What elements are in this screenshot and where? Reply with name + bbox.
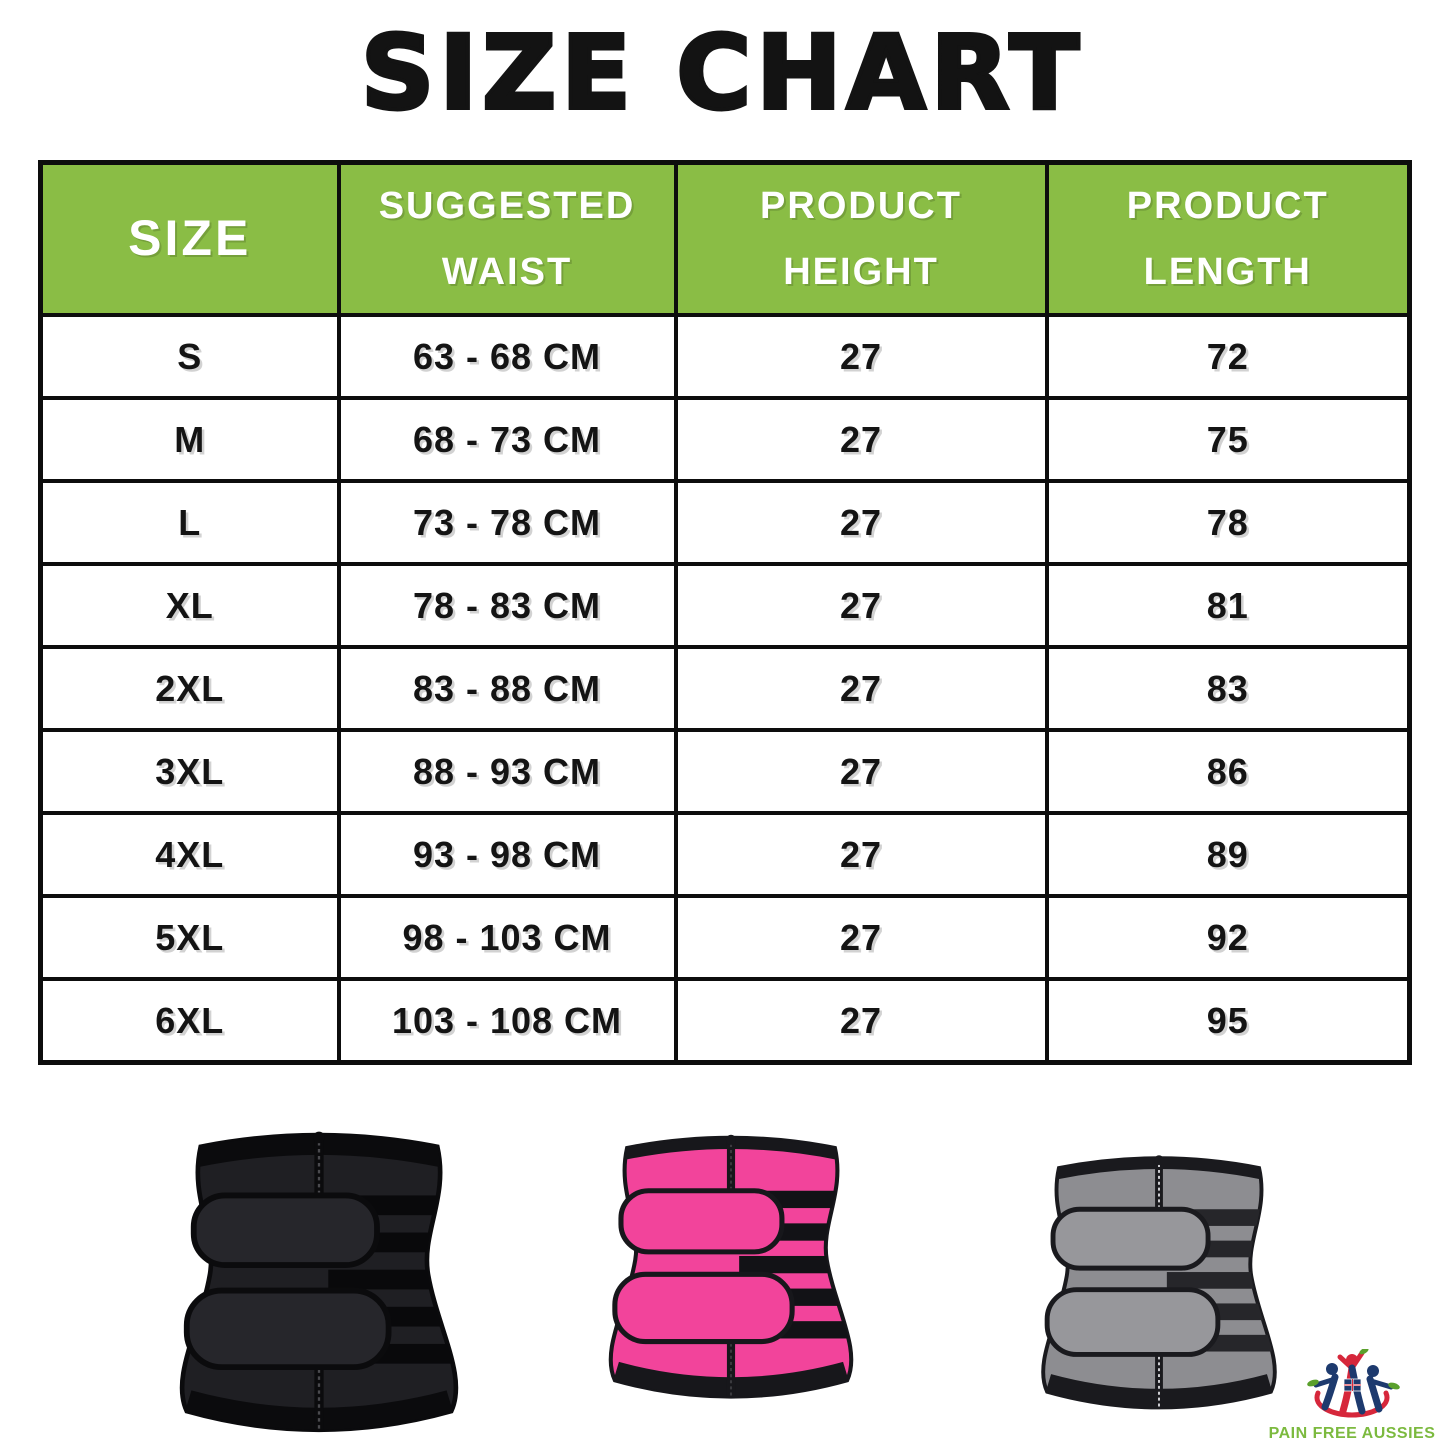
- grey-waist-trainer-image: [1002, 1124, 1316, 1424]
- size-chart-table: SIZE SUGGESTED WAIST PRODUCT HEIGHT PROD…: [38, 160, 1412, 1065]
- header-size: SIZE: [38, 160, 341, 317]
- cell-length: 81: [1044, 562, 1412, 649]
- waist-trainer-illustration: [179, 1131, 459, 1433]
- table-row-l: L 73 - 78 CM 27 78: [38, 479, 1412, 566]
- cell-waist: 78 - 83 CM: [336, 562, 678, 649]
- table-row-3xl: 3XL 88 - 93 CM 27 86: [38, 728, 1412, 815]
- cell-waist: 68 - 73 CM: [336, 396, 678, 483]
- pink-waist-trainer-image: [568, 1090, 894, 1426]
- cell-height: 27: [673, 562, 1049, 649]
- table-row-4xl: 4XL 93 - 98 CM 27 89: [38, 811, 1412, 898]
- cell-height: 27: [673, 479, 1049, 566]
- cell-size: 5XL: [38, 894, 341, 981]
- cell-height: 27: [673, 313, 1049, 400]
- table-row-6xl: 6XL 103 - 108 CM 27 95: [38, 977, 1412, 1065]
- cell-waist: 83 - 88 CM: [336, 645, 678, 732]
- brand-logo: PAIN FREE AUSSIES: [1265, 1349, 1439, 1443]
- cell-length: 89: [1044, 811, 1412, 898]
- cell-waist: 98 - 103 CM: [336, 894, 678, 981]
- cell-size: XL: [38, 562, 341, 649]
- waist-trainer-illustration: [1041, 1155, 1277, 1410]
- brand-logo-text: PAIN FREE AUSSIES: [1268, 1425, 1436, 1442]
- cell-length: 72: [1044, 313, 1412, 400]
- cell-height: 27: [673, 977, 1049, 1065]
- cell-waist: 103 - 108 CM: [336, 977, 678, 1065]
- cell-length: 86: [1044, 728, 1412, 815]
- cell-height: 27: [673, 396, 1049, 483]
- table-row-xl: XL 78 - 83 CM 27 81: [38, 562, 1412, 649]
- cell-height: 27: [673, 894, 1049, 981]
- cell-length: 92: [1044, 894, 1412, 981]
- black-waist-trainer-image: [128, 1098, 510, 1446]
- cell-height: 27: [673, 811, 1049, 898]
- pain-free-aussies-icon: [1307, 1349, 1400, 1418]
- cell-length: 83: [1044, 645, 1412, 732]
- cell-size: 3XL: [38, 728, 341, 815]
- cell-size: S: [38, 313, 341, 400]
- cell-height: 27: [673, 728, 1049, 815]
- cell-height: 27: [673, 645, 1049, 732]
- table-row-s: S 63 - 68 CM 27 72: [38, 313, 1412, 400]
- cell-size: 4XL: [38, 811, 341, 898]
- cell-waist: 63 - 68 CM: [336, 313, 678, 400]
- cell-waist: 88 - 93 CM: [336, 728, 678, 815]
- table-row-2xl: 2XL 83 - 88 CM 27 83: [38, 645, 1412, 732]
- table-row-m: M 68 - 73 CM 27 75: [38, 396, 1412, 483]
- cell-size: 2XL: [38, 645, 341, 732]
- header-product-length: PRODUCT LENGTH: [1044, 160, 1412, 317]
- table-row-5xl: 5XL 98 - 103 CM 27 92: [38, 894, 1412, 981]
- header-product-height: PRODUCT HEIGHT: [673, 160, 1049, 317]
- cell-length: 75: [1044, 396, 1412, 483]
- cell-waist: 73 - 78 CM: [336, 479, 678, 566]
- cell-size: 6XL: [38, 977, 341, 1065]
- waist-trainer-illustration: [608, 1134, 854, 1399]
- cell-waist: 93 - 98 CM: [336, 811, 678, 898]
- cell-length: 78: [1044, 479, 1412, 566]
- cell-size: L: [38, 479, 341, 566]
- cell-length: 95: [1044, 977, 1412, 1065]
- table-header-row: SIZE SUGGESTED WAIST PRODUCT HEIGHT PROD…: [38, 160, 1412, 317]
- page-title: SIZE CHART: [359, 12, 1085, 135]
- header-suggested-waist: SUGGESTED WAIST: [336, 160, 678, 317]
- cell-size: M: [38, 396, 341, 483]
